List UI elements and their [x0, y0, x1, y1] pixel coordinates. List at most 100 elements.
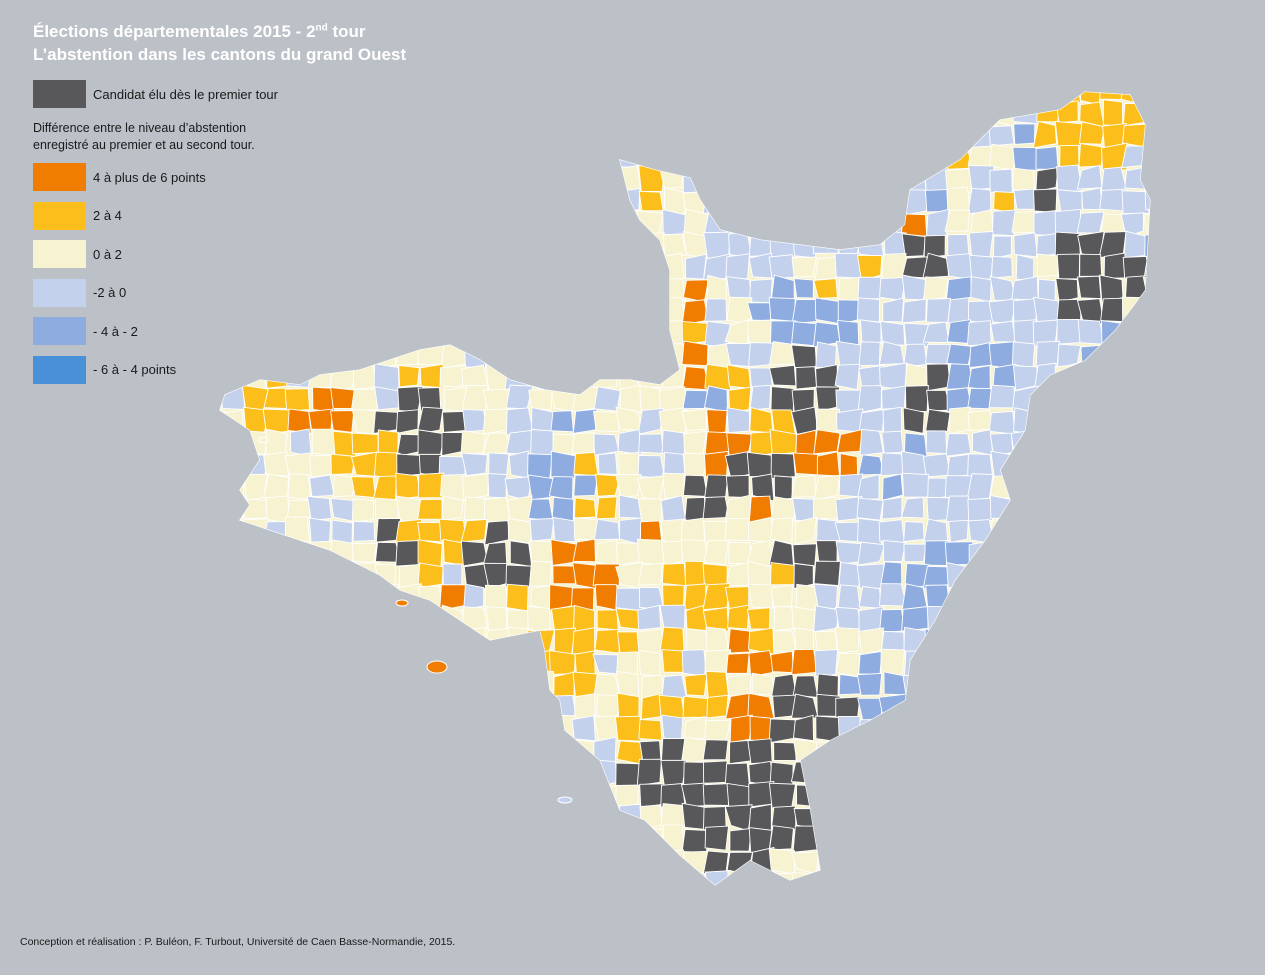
canton-cell — [1013, 495, 1037, 519]
canton-cell — [1037, 387, 1059, 411]
canton-cell — [769, 122, 795, 148]
canton-cell — [440, 474, 466, 502]
canton-cell — [836, 429, 863, 454]
canton-cell — [903, 825, 929, 850]
canton-cell — [726, 364, 752, 389]
canton-cell — [726, 146, 753, 168]
canton-cell — [968, 826, 992, 851]
canton-cell — [901, 298, 927, 324]
canton-cell — [284, 650, 312, 677]
canton-cell — [903, 164, 927, 192]
canton-cell — [1034, 761, 1062, 784]
canton-cell — [728, 186, 753, 212]
canton-cell — [773, 475, 793, 501]
canton-cell — [1101, 564, 1125, 589]
canton-cell — [923, 276, 949, 301]
canton-cell — [1120, 212, 1145, 238]
canton-cell — [990, 738, 1015, 764]
canton-cell — [882, 539, 907, 563]
canton-cell — [1080, 872, 1105, 885]
canton-cell — [1080, 605, 1105, 633]
canton-cell — [992, 824, 1012, 853]
legend-first-round: Candidat élu dès le premier tour — [33, 80, 363, 108]
canton-cell — [220, 516, 226, 543]
canton-cell — [373, 164, 401, 191]
canton-cell — [838, 825, 863, 850]
canton-cell — [595, 785, 619, 807]
canton-cell — [746, 607, 771, 630]
canton-cell — [1121, 847, 1147, 875]
canton-cell — [661, 649, 686, 673]
canton-cell — [440, 277, 464, 300]
canton-cell — [441, 252, 467, 279]
canton-cell — [882, 406, 903, 434]
canton-cell — [638, 849, 663, 873]
canton-cell — [729, 714, 753, 744]
canton-cell — [636, 758, 662, 787]
canton-cell — [705, 670, 730, 700]
canton-cell — [1145, 496, 1150, 523]
canton-cell — [1033, 296, 1061, 324]
canton-cell — [220, 583, 244, 611]
legend-class-4: -2 à 0 — [33, 278, 363, 307]
canton-cell — [946, 186, 971, 214]
canton-cell — [990, 539, 1018, 565]
canton-cell — [441, 495, 464, 522]
canton-cell — [813, 474, 840, 501]
canton-cell — [837, 781, 860, 806]
canton-cell — [440, 716, 468, 739]
canton-cell — [1033, 737, 1058, 764]
canton-cell — [417, 233, 446, 259]
canton-cell — [309, 474, 335, 498]
canton-cell — [306, 495, 332, 522]
canton-cell — [725, 100, 754, 127]
canton-cell — [1121, 145, 1145, 169]
canton-cell — [1056, 189, 1083, 213]
canton-cell — [442, 99, 466, 127]
canton-cell — [883, 846, 906, 874]
canton-cell — [549, 323, 575, 347]
canton-cell — [483, 147, 510, 167]
canton-cell — [858, 586, 883, 609]
canton-cell — [372, 231, 400, 260]
canton-cell — [681, 92, 708, 104]
canton-cell — [1142, 167, 1150, 192]
canton-cell — [1100, 583, 1127, 611]
canton-cell — [1100, 496, 1125, 522]
canton-cell — [330, 453, 356, 475]
canton-cell — [1100, 519, 1125, 544]
canton-cell — [681, 299, 709, 326]
canton-cell — [373, 871, 398, 885]
canton-cell — [659, 849, 687, 876]
canton-cell — [311, 582, 335, 610]
canton-cell — [968, 230, 994, 258]
canton-cell — [462, 92, 487, 104]
canton-cell — [793, 627, 814, 653]
canton-cell — [593, 319, 616, 347]
canton-cell — [706, 92, 728, 104]
canton-cell — [220, 781, 247, 810]
canton-cell — [1100, 385, 1126, 413]
canton-cell — [352, 825, 379, 851]
canton-cell — [1120, 829, 1148, 854]
canton-cell — [924, 849, 947, 874]
canton-cell — [703, 474, 729, 499]
canton-cell — [373, 186, 400, 214]
canton-cell — [793, 121, 819, 150]
canton-cell — [398, 212, 422, 235]
canton-cell — [1011, 210, 1038, 234]
canton-cell — [771, 208, 798, 236]
canton-cell — [199, 891, 221, 916]
canton-cell — [504, 143, 533, 172]
canton-cell — [549, 122, 578, 148]
canton-cell — [220, 758, 223, 785]
canton-cell — [682, 389, 708, 410]
canton-cell — [394, 120, 422, 145]
canton-cell — [572, 275, 600, 303]
canton-cell — [945, 433, 972, 457]
canton-cell — [1099, 694, 1125, 719]
canton-cell — [770, 143, 795, 172]
canton-cell — [1012, 146, 1040, 171]
canton-cell — [1101, 896, 1127, 916]
canton-cell — [575, 781, 598, 809]
